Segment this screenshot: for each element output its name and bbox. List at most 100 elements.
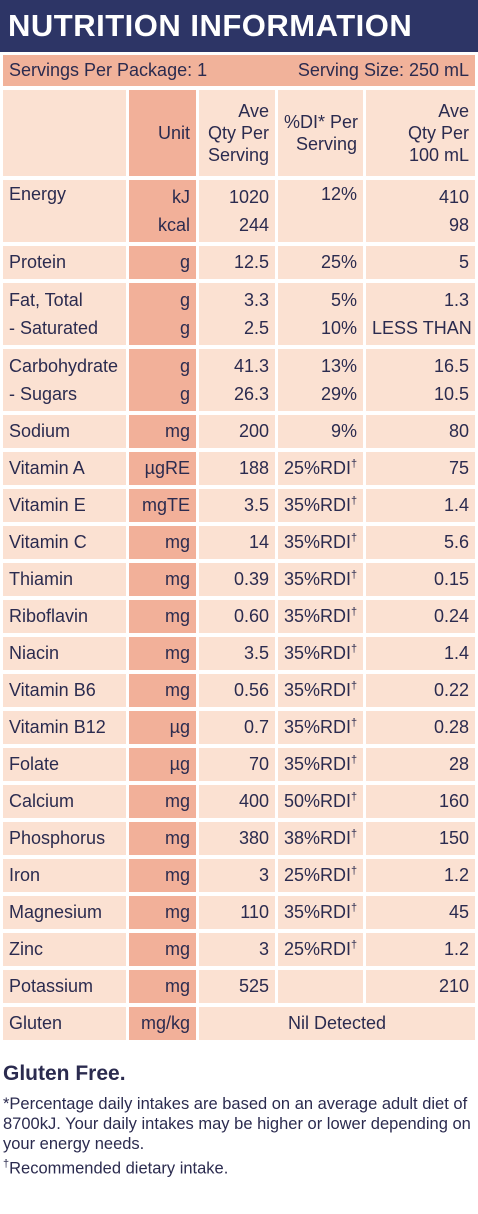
- header-per-serving: Ave Qty Per Serving: [196, 90, 275, 180]
- footer: Gluten Free. *Percentage daily intakes a…: [3, 1062, 475, 1179]
- row-per-100ml: 210: [363, 970, 475, 1007]
- dagger-mark: †: [351, 680, 358, 692]
- row-name: Protein: [3, 246, 126, 283]
- row-di: 25%RDI†: [275, 933, 363, 970]
- row-di: 50%RDI†: [275, 785, 363, 822]
- row-per-serving: 380: [196, 822, 275, 859]
- row-name: Sodium: [3, 415, 126, 452]
- row-name: Riboflavin: [3, 600, 126, 637]
- row-name: Carbohydrate - Sugars: [3, 349, 126, 415]
- dagger-mark: †: [351, 828, 358, 840]
- gluten-value: Nil Detected: [196, 1007, 475, 1044]
- row-di: 25%RDI†: [275, 452, 363, 489]
- row-di: 35%RDI†: [275, 526, 363, 563]
- row-name: Vitamin C: [3, 526, 126, 563]
- row-per-100ml: 0.22: [363, 674, 475, 711]
- row-name: Calcium: [3, 785, 126, 822]
- dagger-mark: †: [351, 606, 358, 618]
- dagger-mark: †: [351, 939, 358, 951]
- table-row-potassium: Potassium mg 525 210: [3, 970, 475, 1007]
- row-per-serving: 3.5: [196, 637, 275, 674]
- footnote-daily-intake: *Percentage daily intakes are based on a…: [3, 1095, 471, 1153]
- row-unit: g: [126, 246, 196, 283]
- row-name: Fat, Total - Saturated: [3, 283, 126, 349]
- dagger-mark: †: [351, 569, 358, 581]
- row-name: Vitamin B12: [3, 711, 126, 748]
- row-unit: kJ kcal: [126, 180, 196, 246]
- row-di: 9%: [275, 415, 363, 452]
- dagger-mark: †: [351, 865, 358, 877]
- row-per-serving: 3.5: [196, 489, 275, 526]
- table-row-energy: Energy kJ kcal 1020 244 12% 410 98: [3, 180, 475, 246]
- panel-title: NUTRITION INFORMATION: [0, 0, 478, 52]
- header-di: %DI* Per Serving: [275, 90, 363, 180]
- row-per-serving: 188: [196, 452, 275, 489]
- row-di: 35%RDI†: [275, 489, 363, 526]
- header-name: [3, 90, 126, 180]
- row-unit: mg: [126, 970, 196, 1007]
- row-unit: µg: [126, 711, 196, 748]
- row-per-100ml: 0.15: [363, 563, 475, 600]
- row-per-serving: 12.5: [196, 246, 275, 283]
- row-di: 35%RDI†: [275, 711, 363, 748]
- row-unit: mg: [126, 600, 196, 637]
- row-per-serving: 110: [196, 896, 275, 933]
- row-name: Thiamin: [3, 563, 126, 600]
- row-unit: mg: [126, 415, 196, 452]
- row-per-serving: 400: [196, 785, 275, 822]
- row-unit: µg: [126, 748, 196, 785]
- table-row-vitamin-a: Vitamin A µgRE 188 25%RDI† 75: [3, 452, 475, 489]
- table-row-phosphorus: Phosphorus mg 380 38%RDI† 150: [3, 822, 475, 859]
- row-per-100ml: 1.4: [363, 489, 475, 526]
- table-row-gluten: Gluten mg/kg Nil Detected: [3, 1007, 475, 1044]
- row-per-100ml: 80: [363, 415, 475, 452]
- row-name: Gluten: [3, 1007, 126, 1044]
- row-unit: mg: [126, 896, 196, 933]
- row-unit: mg: [126, 822, 196, 859]
- row-per-serving: 0.56: [196, 674, 275, 711]
- row-per-100ml: 1.2: [363, 859, 475, 896]
- table-row-riboflavin: Riboflavin mg 0.60 35%RDI† 0.24: [3, 600, 475, 637]
- dagger-mark: †: [351, 717, 358, 729]
- footnote-rdi: †Recommended dietary intake.: [3, 1158, 229, 1178]
- row-unit: µgRE: [126, 452, 196, 489]
- row-per-100ml: 150: [363, 822, 475, 859]
- row-name: Energy: [3, 180, 126, 246]
- row-per-100ml: 16.5 10.5: [363, 349, 475, 415]
- row-per-100ml: 160: [363, 785, 475, 822]
- table-row-niacin: Niacin mg 3.5 35%RDI† 1.4: [3, 637, 475, 674]
- row-di: 25%: [275, 246, 363, 283]
- row-name: Vitamin B6: [3, 674, 126, 711]
- row-per-serving: 70: [196, 748, 275, 785]
- row-name: Iron: [3, 859, 126, 896]
- row-per-100ml: 0.24: [363, 600, 475, 637]
- row-unit: mg/kg: [126, 1007, 196, 1044]
- nutrition-table: Unit Ave Qty Per Serving %DI* Per Servin…: [3, 90, 475, 1044]
- row-per-100ml: 5: [363, 246, 475, 283]
- row-name: Magnesium: [3, 896, 126, 933]
- serving-info-bar: Servings Per Package: 1 Serving Size: 25…: [3, 55, 475, 86]
- row-unit: mg: [126, 859, 196, 896]
- row-di: 35%RDI†: [275, 637, 363, 674]
- dagger-mark: †: [3, 1158, 10, 1170]
- dagger-mark: †: [351, 791, 358, 803]
- gluten-free-claim: Gluten Free.: [3, 1062, 126, 1085]
- row-di: 35%RDI†: [275, 896, 363, 933]
- row-per-100ml: 1.2: [363, 933, 475, 970]
- row-name: Potassium: [3, 970, 126, 1007]
- row-di: 12%: [275, 180, 363, 246]
- header-unit: Unit: [126, 90, 196, 180]
- row-unit: mgTE: [126, 489, 196, 526]
- row-per-serving: 0.7: [196, 711, 275, 748]
- row-di: 35%RDI†: [275, 674, 363, 711]
- row-unit: mg: [126, 785, 196, 822]
- row-per-100ml: 75: [363, 452, 475, 489]
- header-row: Unit Ave Qty Per Serving %DI* Per Servin…: [3, 90, 475, 180]
- dagger-mark: †: [351, 458, 358, 470]
- dagger-mark: †: [351, 902, 358, 914]
- row-per-100ml: 1.4: [363, 637, 475, 674]
